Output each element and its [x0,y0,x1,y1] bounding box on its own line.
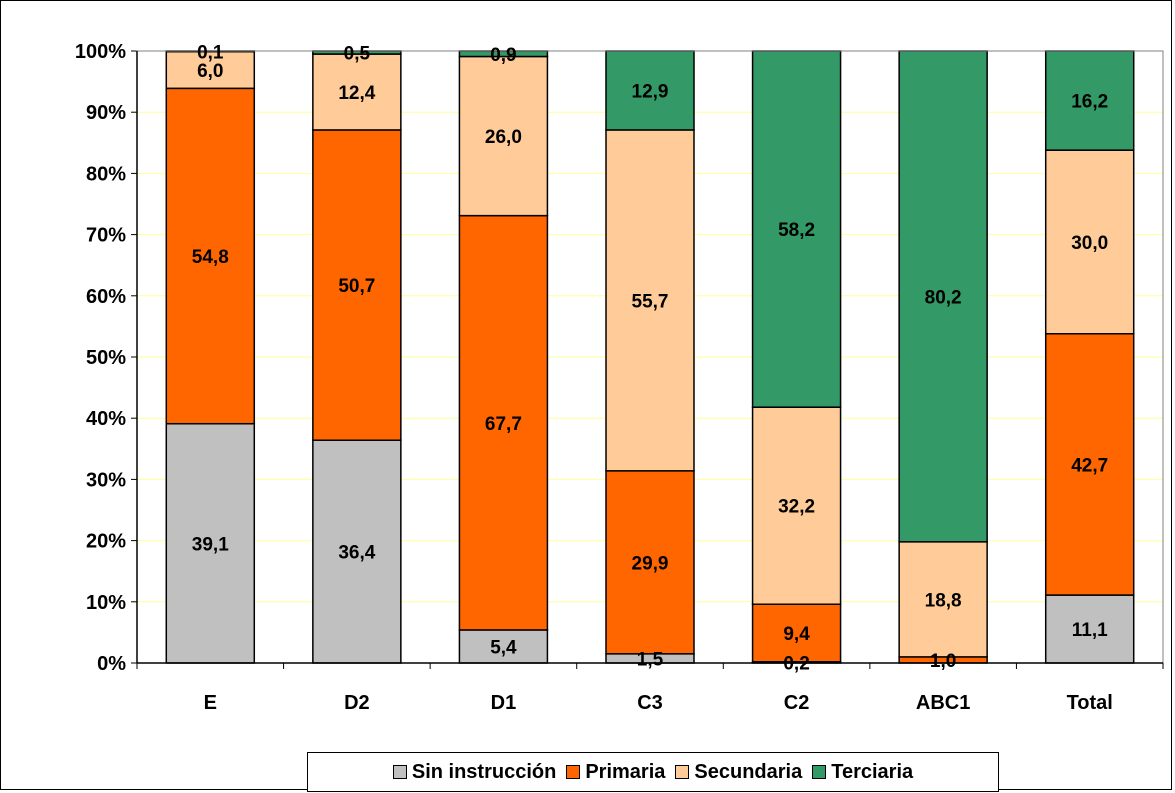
data-label: 39,1 [192,534,229,555]
data-label: 12,9 [632,81,669,102]
bar-segment [1044,594,1135,664]
bar-segment [898,541,988,658]
legend-label-secundaria: Secundaria [694,760,803,783]
data-label: 11,1 [1072,620,1108,641]
legend-label-terciaria: Terciaria [831,760,914,783]
data-label: 1,0 [930,651,956,672]
bar-segment [312,439,402,664]
x-tick-label: D2 [344,692,370,714]
data-label: 5,4 [490,637,517,658]
legend-swatch-primaria [566,765,581,779]
data-label: 1,5 [637,649,664,670]
bar-segment [312,129,402,441]
bar-segment [898,50,988,543]
bar-segment [751,603,842,663]
y-tick-label: 100% [75,41,126,63]
data-labels: 39,1 54,8 6,00,1 36,4 50,7 12,4 0,5 5,4 67,7 26,0… [192,42,1108,674]
y-tick-label: 10% [86,592,126,614]
data-label: 16,2 [1071,92,1108,113]
bar-segment [605,129,695,472]
bar-segment [312,53,402,131]
bar-segment [1044,332,1135,596]
legend-item-primaria: Primaria [566,761,665,784]
data-label: 6,0 [197,61,223,82]
legend-swatch-secundaria [675,765,690,779]
legend-item-sin-instruccion: Sin instrucción [392,760,557,784]
bar-segment [605,50,695,131]
data-label: 67,7 [485,414,522,435]
bar-segment [605,470,695,655]
y-tick-label: 90% [86,102,126,124]
data-label: 50,7 [338,276,375,297]
data-label: 80,2 [925,287,962,308]
bar-segment [458,214,549,631]
data-label: 12,4 [338,83,375,104]
x-tick-label: ABC1 [916,692,970,714]
legend-item-secundaria: Secundaria [675,761,802,784]
data-label: 32,2 [778,497,815,518]
data-label: 0,9 [490,45,516,66]
data-label: 55,7 [632,291,669,312]
bar-segment [458,55,549,217]
data-label: 42,7 [1071,455,1108,476]
data-label: 9,4 [783,624,810,645]
data-label: 54,8 [192,247,229,268]
data-label: 0,1 [197,42,224,63]
legend-swatch-sin-instruccion [392,765,407,779]
bar-segment [165,87,256,425]
data-label: 36,4 [338,543,375,564]
y-tick-label: 50% [86,347,126,369]
stacked-bar-chart: 0% 10% 20% 30% 40% 50% 60% 70% 80% 90% 100% E D2 D1 C3… [75,41,1164,714]
x-tick-label: Total [1067,692,1113,714]
y-tick-label: 0% [97,653,126,675]
y-tick-label: 40% [86,408,126,430]
legend-swatch-terciaria [812,765,827,779]
y-tick-label: 70% [86,225,126,247]
x-tick-label: C3 [637,692,663,714]
bar-segment [165,422,256,664]
y-tick-label: 60% [86,286,126,308]
data-label: 26,0 [485,127,522,148]
legend-label-sin-instruccion: Sin instrucción [411,760,557,783]
x-tick-label: C2 [784,692,810,714]
x-tick-label: D1 [491,692,517,714]
data-label: 58,2 [778,220,815,241]
legend: Sin instrucción Primaria Secundaria Terc… [307,752,999,792]
legend-item-terciaria: Terciaria [812,761,913,784]
bar-segment [458,629,549,664]
axes: 0% 10% 20% 30% 40% 50% 60% 70% 80% 90% 100% E D2 D1 C3… [75,41,1164,714]
data-label: 30,0 [1071,233,1108,254]
y-tick-label: 80% [86,163,126,185]
bar-segment [1044,149,1135,335]
bar-segment [751,406,842,605]
bars [165,50,1135,664]
y-tick-label: 20% [86,531,126,553]
y-tick-label: 30% [86,469,126,491]
data-label: 0,5 [344,44,371,65]
data-label: 18,8 [925,590,962,611]
bar-segment [751,50,842,408]
data-label: 0,2 [783,653,809,674]
legend-label-primaria: Primaria [585,760,666,783]
x-tick-label: E [204,692,217,714]
data-label: 29,9 [632,553,669,574]
